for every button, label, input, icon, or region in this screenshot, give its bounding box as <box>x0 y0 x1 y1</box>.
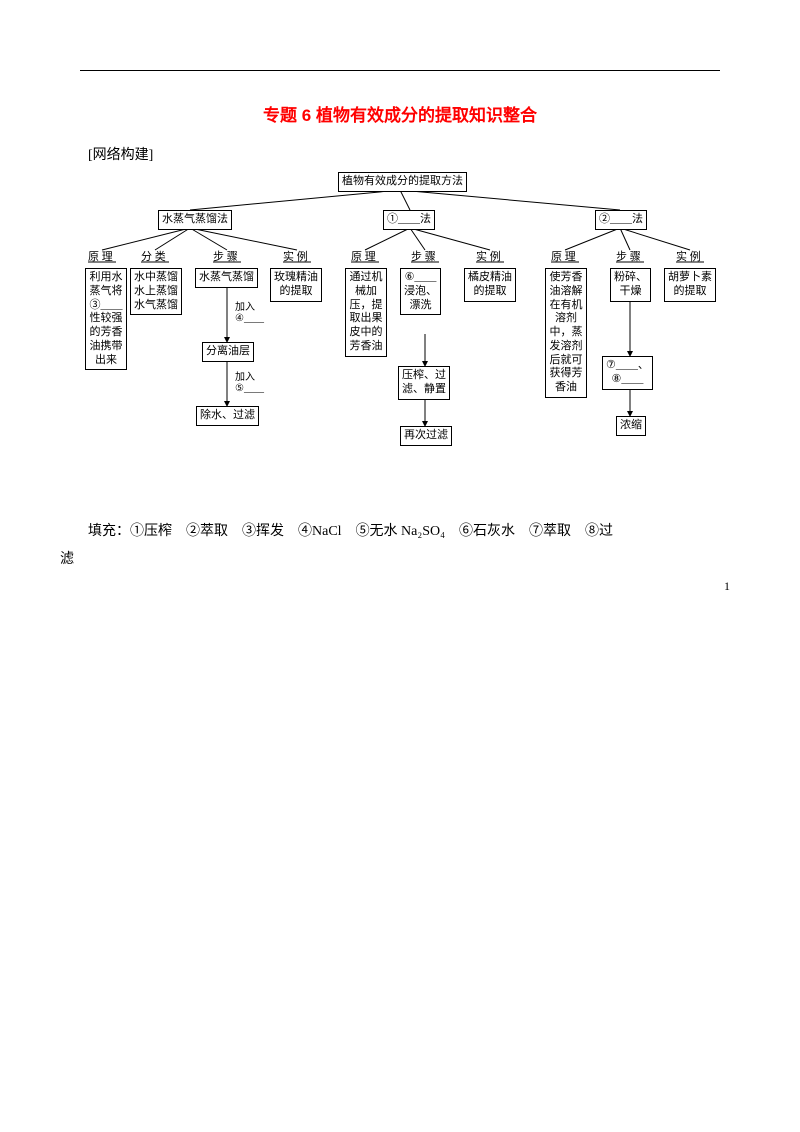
branch1-box: 水蒸气蒸馏法 <box>158 210 232 230</box>
lbl-b1-category: 分 类 <box>141 248 166 264</box>
fill-prefix: 填充： <box>88 524 130 539</box>
fill-7: ⑦萃取 <box>529 524 571 539</box>
lbl-b1-principle: 原 理 <box>88 248 113 264</box>
b3-example: 胡萝卜素 的提取 <box>664 268 716 302</box>
b1-category: 水中蒸馏 水上蒸馏 水气蒸馏 <box>130 268 182 315</box>
b1-step3: 除水、过滤 <box>196 406 259 426</box>
b3-step2: ⑦____、 ⑧____ <box>602 356 653 390</box>
b3-step3: 浓缩 <box>616 416 646 436</box>
fill-3: ③挥发 <box>242 524 284 539</box>
lbl-b1-steps: 步 骤 <box>213 248 238 264</box>
section-label: [网络构建] <box>60 144 740 164</box>
fill-4: ④NaCl <box>298 524 342 539</box>
lbl-b2-example: 实 例 <box>476 248 501 264</box>
flowchart: 植物有效成分的提取方法 水蒸气蒸馏法 ①____法 ②____法 原 理 分 类… <box>80 170 720 510</box>
fill-6: ⑥石灰水 <box>459 524 515 539</box>
page-number: 1 <box>724 579 730 594</box>
lbl-b3-principle: 原 理 <box>551 248 576 264</box>
top-rule <box>80 70 720 71</box>
b2-step3: 再次过滤 <box>400 426 452 446</box>
branch2-box: ①____法 <box>383 210 435 230</box>
b2-step1-sub: ⑥____ 浸泡、 漂洗 <box>400 268 441 315</box>
page-title: 专题 6 植物有效成分的提取知识整合 <box>60 101 740 126</box>
b1-example: 玫瑰精油 的提取 <box>270 268 322 302</box>
b3-step1: 粉碎、 干燥 <box>610 268 651 302</box>
lbl-b1-example: 实 例 <box>283 248 308 264</box>
b1-principle: 利用水蒸气将③____性较强的芳香油携带出来 <box>85 268 127 370</box>
fill-2: ②萃取 <box>186 524 228 539</box>
root-box: 植物有效成分的提取方法 <box>338 172 467 192</box>
b2-example: 橘皮精油 的提取 <box>464 268 516 302</box>
b1-step1-sub: 加入 ④____ <box>235 298 264 324</box>
branch3-box: ②____法 <box>595 210 647 230</box>
lbl-b3-example: 实 例 <box>676 248 701 264</box>
lbl-b2-principle: 原 理 <box>351 248 376 264</box>
fill-8-prefix: ⑧过 <box>585 524 613 539</box>
fill-8-suffix: 滤 <box>60 546 740 574</box>
fill-1: ①压榨 <box>130 524 172 539</box>
lbl-b2-steps: 步 骤 <box>411 248 436 264</box>
fill-answers: 填充：①压榨 ②萃取 ③挥发 ④NaCl ⑤无水 Na₂SO₄ ⑥石灰水 ⑦萃取… <box>60 518 740 574</box>
lbl-b3-steps: 步 骤 <box>616 248 641 264</box>
b2-step2: 压榨、过 滤、静置 <box>398 366 450 400</box>
fill-5: ⑤无水 Na₂SO₄ <box>356 524 445 539</box>
b3-principle: 使芳香油溶解在有机溶剂中，蒸发溶剂后就可获得芳香油 <box>545 268 587 398</box>
b1-step2: 分离油层 <box>202 342 254 362</box>
b2-principle: 通过机械加压，提取出果皮中的芳香油 <box>345 268 387 357</box>
b1-step2-sub: 加入 ⑤____ <box>235 368 264 394</box>
b1-step1: 水蒸气蒸馏 <box>195 268 258 288</box>
